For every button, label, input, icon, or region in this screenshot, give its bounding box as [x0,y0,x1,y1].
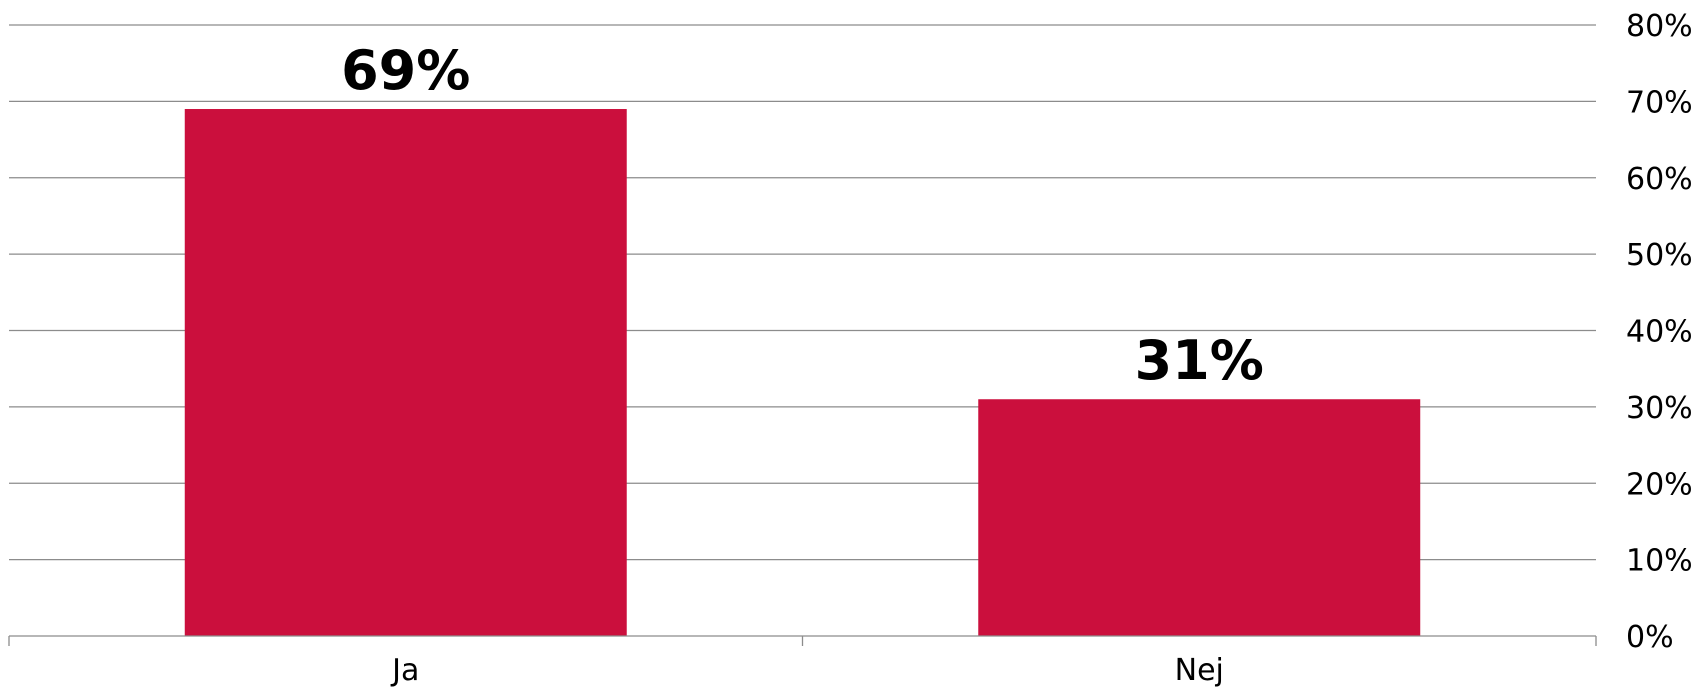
data-labels: 69% 31% [341,39,1264,392]
category-label: Nej [1175,653,1224,688]
y-tick-label: 0% [1626,620,1674,655]
category-label: Ja [390,653,419,688]
data-label: 69% [341,39,470,102]
bars [184,109,1421,636]
y-tick-label: 70% [1626,85,1693,120]
bar-ja [184,109,627,636]
data-label: 31% [1135,329,1264,392]
y-tick-label: 30% [1626,391,1693,426]
y-tick-label: 50% [1626,238,1693,273]
x-axis [8,635,1597,646]
y-tick-label: 60% [1626,162,1693,197]
y-axis-tick-labels: 0% 10% 20% 30% 40% 50% 60% 70% 80% [1626,9,1693,655]
y-tick-label: 10% [1626,544,1693,579]
y-tick-label: 20% [1626,467,1693,502]
bar-nej [978,399,1421,636]
y-tick-label: 40% [1626,315,1693,350]
y-tick-label: 80% [1626,9,1693,44]
x-axis-category-labels: Ja Nej [390,653,1224,688]
